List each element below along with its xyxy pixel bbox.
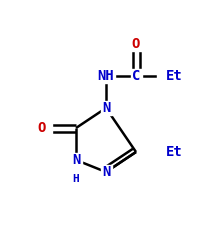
Text: H: H <box>73 174 79 184</box>
Text: N: N <box>72 153 80 167</box>
Text: Et: Et <box>166 69 183 83</box>
Bar <box>101 101 111 115</box>
Bar <box>40 121 52 135</box>
Text: N: N <box>102 165 110 179</box>
Text: N: N <box>102 101 110 115</box>
Bar <box>131 69 141 83</box>
Bar <box>71 167 82 181</box>
Text: O: O <box>38 121 46 135</box>
Bar <box>97 69 115 83</box>
Text: C: C <box>132 69 140 83</box>
Bar <box>157 69 175 83</box>
Text: NH: NH <box>98 69 114 83</box>
Text: Et: Et <box>166 145 183 159</box>
Bar <box>157 145 175 159</box>
Bar <box>101 165 111 179</box>
Bar <box>131 37 141 51</box>
Bar <box>71 153 82 167</box>
Text: O: O <box>132 37 140 51</box>
